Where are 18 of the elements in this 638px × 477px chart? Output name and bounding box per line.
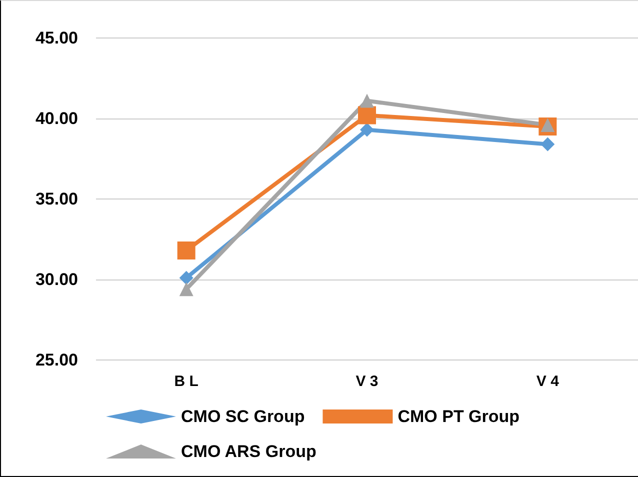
y-tick-label: 35.00 [35,190,78,208]
x-tick-label: B L [174,373,198,390]
legend-label: CMO PT Group [398,407,520,426]
point [358,106,376,124]
legend-label: CMO SC Group [181,407,305,426]
x-tick-label: V 3 [356,373,378,390]
y-tick-label: 25.00 [35,350,78,370]
point [179,270,194,285]
y-tick-label: 45.00 [35,28,78,48]
point [540,137,555,152]
point [177,242,196,260]
point [360,94,374,108]
y-tick-label: 30.00 [35,270,78,289]
point [360,122,374,137]
x-tick-label: V 4 [536,373,560,390]
y-tick-label: 40.00 [35,109,78,128]
point [179,282,194,296]
legend-label: CMO ARS Group [181,442,316,461]
